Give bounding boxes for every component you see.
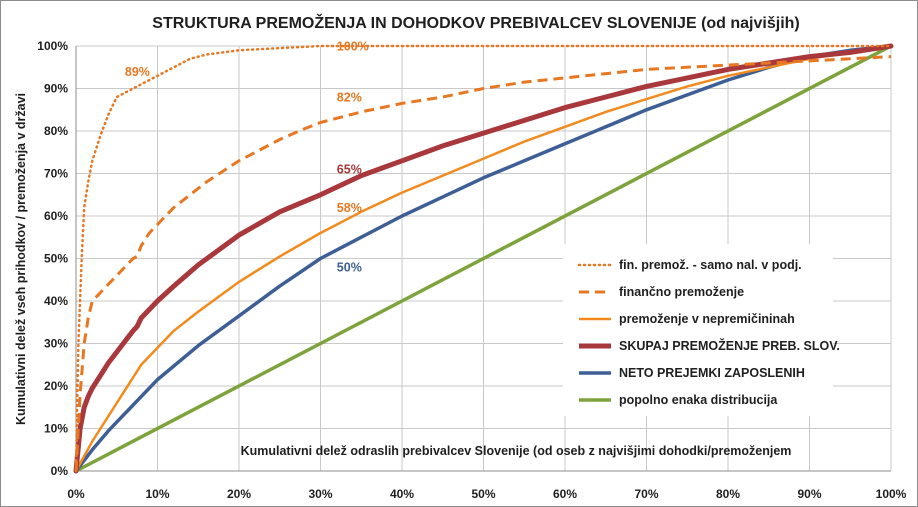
series-line-5: [74, 44, 893, 473]
data-label: 50%: [337, 260, 362, 274]
y-axis-label: Kumulativni delež vseh prihodkov / premo…: [14, 93, 28, 425]
x-axis-label: Kumulativni delež odraslih prebivalcev S…: [241, 444, 792, 458]
data-label: 100%: [337, 39, 369, 53]
data-label: 82%: [337, 90, 362, 104]
series-line-4: [74, 44, 893, 473]
series-line-2: [74, 44, 893, 473]
annotations-layer: 89% 100% 82% 65% 58% 50%: [125, 39, 369, 274]
x-tick-label: 30%: [308, 487, 332, 501]
x-tick-label: 80%: [716, 487, 740, 501]
x-tick-label: 40%: [390, 487, 414, 501]
x-tick-label: 90%: [797, 487, 821, 501]
x-tick-label: 20%: [227, 487, 251, 501]
series-layer: [73, 43, 894, 474]
x-tick-label: 60%: [553, 487, 577, 501]
legend-entry-1: finančno premoženje: [619, 285, 744, 299]
data-label: 89%: [125, 65, 150, 79]
legend-entry-5: popolno enaka distribucija: [619, 393, 778, 407]
y-tick-label: 30%: [44, 337, 68, 351]
x-tick-label: 0%: [67, 487, 85, 501]
legend-entry-2: premoženje v nepremičininah: [619, 312, 795, 326]
legend-entry-0: fin. premož. - samo nal. v podj.: [619, 258, 802, 272]
chart-title: STRUKTURA PREMOŽENJA IN DOHODKOV PREBIVA…: [152, 13, 799, 32]
x-tick-label: 100%: [876, 487, 907, 501]
y-tick-label: 70%: [44, 167, 68, 181]
x-tick-label: 50%: [471, 487, 495, 501]
y-tick-label: 10%: [44, 422, 68, 436]
y-tick-label: 80%: [44, 124, 68, 138]
y-tick-label: 40%: [44, 294, 68, 308]
legend-entry-3: SKUPAJ PREMOŽENJE PREB. SLOV.: [619, 338, 840, 353]
legend: fin. premož. - samo nal. v podj. finančno…: [577, 258, 840, 407]
legend-entry-4: NETO PREJEMKI ZAPOSLENIH: [619, 366, 805, 380]
y-tick-label: 0%: [51, 464, 69, 478]
y-tick-label: 20%: [44, 379, 68, 393]
series-line-0: [74, 44, 893, 473]
y-tick-label: 50%: [44, 252, 68, 266]
y-tick-label: 60%: [44, 209, 68, 223]
x-tick-label: 70%: [634, 487, 658, 501]
series-line-3: [73, 43, 894, 474]
axes: 0% 10% 20% 30% 40% 50% 60% 70% 80% 90% 100% 0% 10% 20…: [37, 39, 906, 501]
legend-box: [563, 244, 833, 416]
y-tick-label: 90%: [44, 82, 68, 96]
x-tick-label: 10%: [145, 487, 169, 501]
series-line-1: [74, 55, 892, 472]
y-tick-label: 100%: [37, 39, 68, 53]
data-label: 58%: [337, 201, 362, 215]
data-label: 65%: [337, 163, 362, 177]
